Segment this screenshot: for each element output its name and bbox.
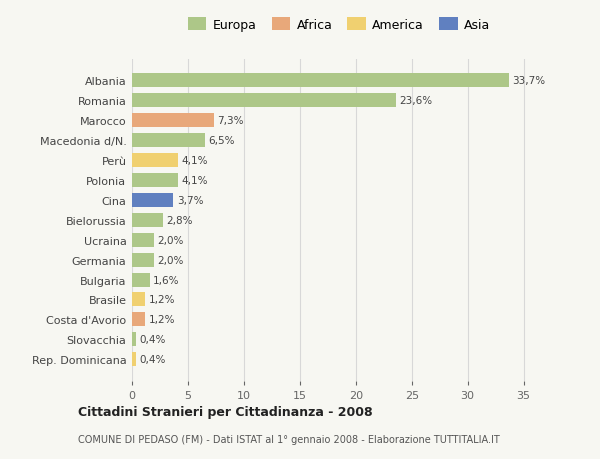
Text: 4,1%: 4,1% (181, 176, 208, 185)
Bar (132, 174, 178, 188)
Bar (132, 293, 145, 307)
Bar (132, 333, 136, 347)
Bar (132, 213, 163, 227)
Bar (132, 194, 173, 207)
Text: 2,0%: 2,0% (158, 255, 184, 265)
Bar (132, 134, 205, 148)
Text: 23,6%: 23,6% (400, 96, 433, 106)
Bar (132, 94, 396, 108)
Text: Cittadini Stranieri per Cittadinanza - 2008: Cittadini Stranieri per Cittadinanza - 2… (78, 405, 373, 419)
Text: 1,6%: 1,6% (153, 275, 180, 285)
Text: 6,5%: 6,5% (208, 136, 235, 146)
Bar (132, 154, 178, 168)
Bar (132, 114, 214, 128)
Text: 4,1%: 4,1% (181, 156, 208, 166)
Text: 33,7%: 33,7% (512, 76, 545, 86)
Text: 0,4%: 0,4% (140, 335, 166, 345)
Text: 1,2%: 1,2% (149, 295, 175, 305)
Text: 1,2%: 1,2% (149, 315, 175, 325)
Text: 0,4%: 0,4% (140, 354, 166, 364)
Bar (132, 74, 509, 88)
Text: 3,7%: 3,7% (177, 196, 203, 206)
Text: COMUNE DI PEDASO (FM) - Dati ISTAT al 1° gennaio 2008 - Elaborazione TUTTITALIA.: COMUNE DI PEDASO (FM) - Dati ISTAT al 1°… (78, 434, 500, 443)
Text: 2,8%: 2,8% (167, 215, 193, 225)
Legend: Europa, Africa, America, Asia: Europa, Africa, America, Asia (184, 15, 494, 36)
Bar (132, 233, 154, 247)
Bar (132, 273, 150, 287)
Bar (132, 253, 154, 267)
Text: 7,3%: 7,3% (217, 116, 244, 126)
Bar (132, 353, 136, 366)
Bar (132, 313, 145, 327)
Text: 2,0%: 2,0% (158, 235, 184, 245)
